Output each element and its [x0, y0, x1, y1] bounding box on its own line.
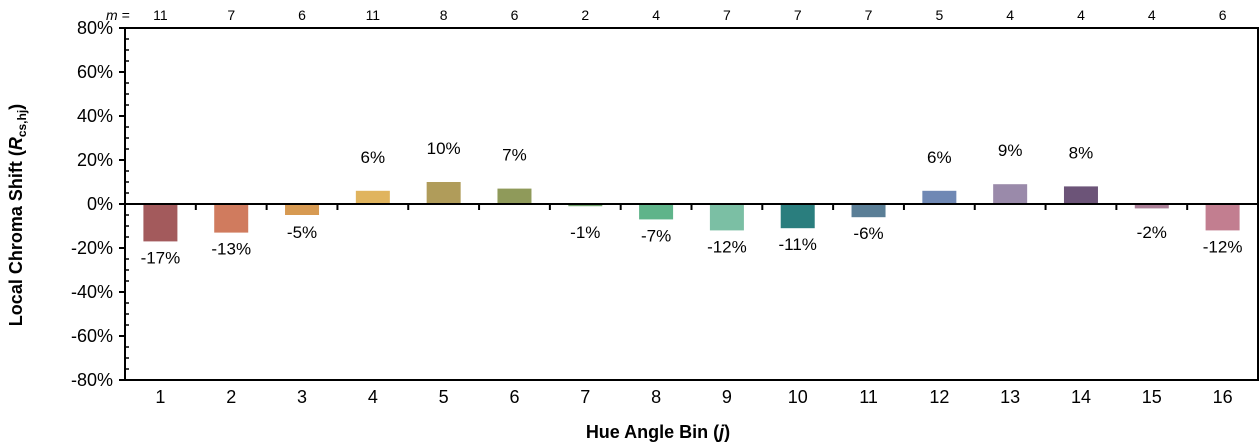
x-tick-label: 8: [651, 387, 661, 407]
bar: [1063, 186, 1098, 204]
m-count-label: 11: [366, 7, 381, 23]
zero-line: [125, 203, 1258, 210]
data-label: -1%: [570, 223, 600, 242]
x-tick-label: 3: [297, 387, 307, 407]
x-tick-label: 13: [1000, 387, 1020, 407]
x-axis-title: Hue Angle Bin (j): [586, 422, 730, 442]
bar: [214, 204, 249, 233]
bar: [426, 182, 461, 204]
bar: [993, 184, 1028, 204]
data-label: 8%: [1069, 143, 1094, 162]
y-tick-label: -20%: [71, 238, 113, 258]
data-label: -13%: [211, 240, 251, 259]
data-label: -2%: [1137, 223, 1167, 242]
bar: [355, 190, 390, 204]
m-count-label: 6: [511, 7, 519, 23]
m-count-label: 7: [865, 7, 873, 23]
bar: [1205, 204, 1240, 231]
data-label: 6%: [361, 148, 386, 167]
m-count-label: 8: [440, 7, 448, 23]
data-label: -6%: [853, 224, 883, 243]
bar: [285, 204, 320, 215]
x-tick-label: 9: [722, 387, 732, 407]
x-axis-title-close: ): [724, 422, 730, 442]
y-tick-label: 40%: [77, 106, 113, 126]
y-tick-label: 20%: [77, 150, 113, 170]
y-tick-label: 0%: [87, 194, 113, 214]
y-axis-title-main: Local Chroma Shift (: [6, 150, 26, 326]
data-label: -12%: [1203, 237, 1243, 256]
bar: [497, 188, 532, 204]
m-count-label: 4: [1006, 7, 1014, 23]
data-label: -7%: [641, 226, 671, 245]
x-axis-title-variable: j: [717, 422, 725, 442]
y-tick-label: -60%: [71, 326, 113, 346]
m-count-label: 11: [153, 7, 168, 23]
x-tick-label: 15: [1142, 387, 1162, 407]
bar: [780, 204, 815, 229]
bar: [1134, 204, 1169, 209]
m-count-label: 7: [723, 7, 731, 23]
data-label: 6%: [927, 148, 952, 167]
m-count-label: 7: [794, 7, 802, 23]
x-tick-label: 14: [1071, 387, 1091, 407]
x-tick-label: 11: [859, 387, 878, 407]
data-label: -17%: [141, 248, 181, 267]
x-tick-label: 2: [226, 387, 236, 407]
m-count-row: m = 11 7 6 11 8 6 2 4 7 7 7 5 4 4 4 6: [106, 7, 1227, 23]
y-axis-title-variable: R: [6, 137, 26, 150]
m-count-label: 6: [1219, 7, 1227, 23]
x-tick-label: 7: [580, 387, 590, 407]
x-tick-label: 16: [1213, 387, 1233, 407]
y-tick-label: 60%: [77, 62, 113, 82]
data-label: 9%: [998, 141, 1023, 160]
x-axis-title-main: Hue Angle Bin (: [586, 422, 719, 442]
x-tick-label: 12: [929, 387, 949, 407]
bar: [851, 204, 886, 218]
m-count-label: 7: [227, 7, 235, 23]
m-count-prefix: m =: [106, 7, 130, 23]
m-count-label: 4: [1077, 7, 1085, 23]
m-count-label: 2: [581, 7, 589, 23]
x-tick-label: 6: [509, 387, 519, 407]
data-label: -12%: [707, 237, 747, 256]
x-tick-label: 1: [155, 387, 165, 407]
bar: [568, 204, 603, 207]
x-tick-label: 5: [439, 387, 449, 407]
m-count-label: 5: [935, 7, 943, 23]
bars: [143, 182, 1240, 242]
x-tick-label: 4: [368, 387, 378, 407]
data-label: 10%: [427, 139, 461, 158]
x-axis: 1 2 3 4 5 6 7 8 9 10 11 12 13 14 15 16: [155, 387, 1232, 407]
y-tick-label: 80%: [77, 18, 113, 38]
x-tick-label: 10: [788, 387, 808, 407]
data-labels: -17% -13% -5% 6% 10% 7% -1% -7% -12% -11% -6% 6% 9% 8…: [141, 139, 1243, 267]
bar: [639, 204, 674, 220]
data-label: 7%: [502, 146, 527, 165]
bar: [143, 204, 178, 242]
data-label: -11%: [779, 235, 817, 254]
y-tick-label: -40%: [71, 282, 113, 302]
bar: [922, 190, 957, 204]
y-axis-title: Local Chroma Shift (Rcs,hj): [6, 104, 29, 326]
y-tick-label: -80%: [71, 370, 113, 390]
data-label: -5%: [287, 223, 317, 242]
bar: [709, 204, 744, 231]
y-axis: 80% 60% 40% 20% 0% -20% -40% -60% -80%: [71, 18, 129, 390]
y-axis-title-close: ): [6, 104, 26, 110]
y-axis-title-subscript: cs,hj: [15, 110, 29, 137]
m-count-label: 4: [1148, 7, 1156, 23]
m-count-label: 4: [652, 7, 660, 23]
m-count-label: 6: [298, 7, 306, 23]
